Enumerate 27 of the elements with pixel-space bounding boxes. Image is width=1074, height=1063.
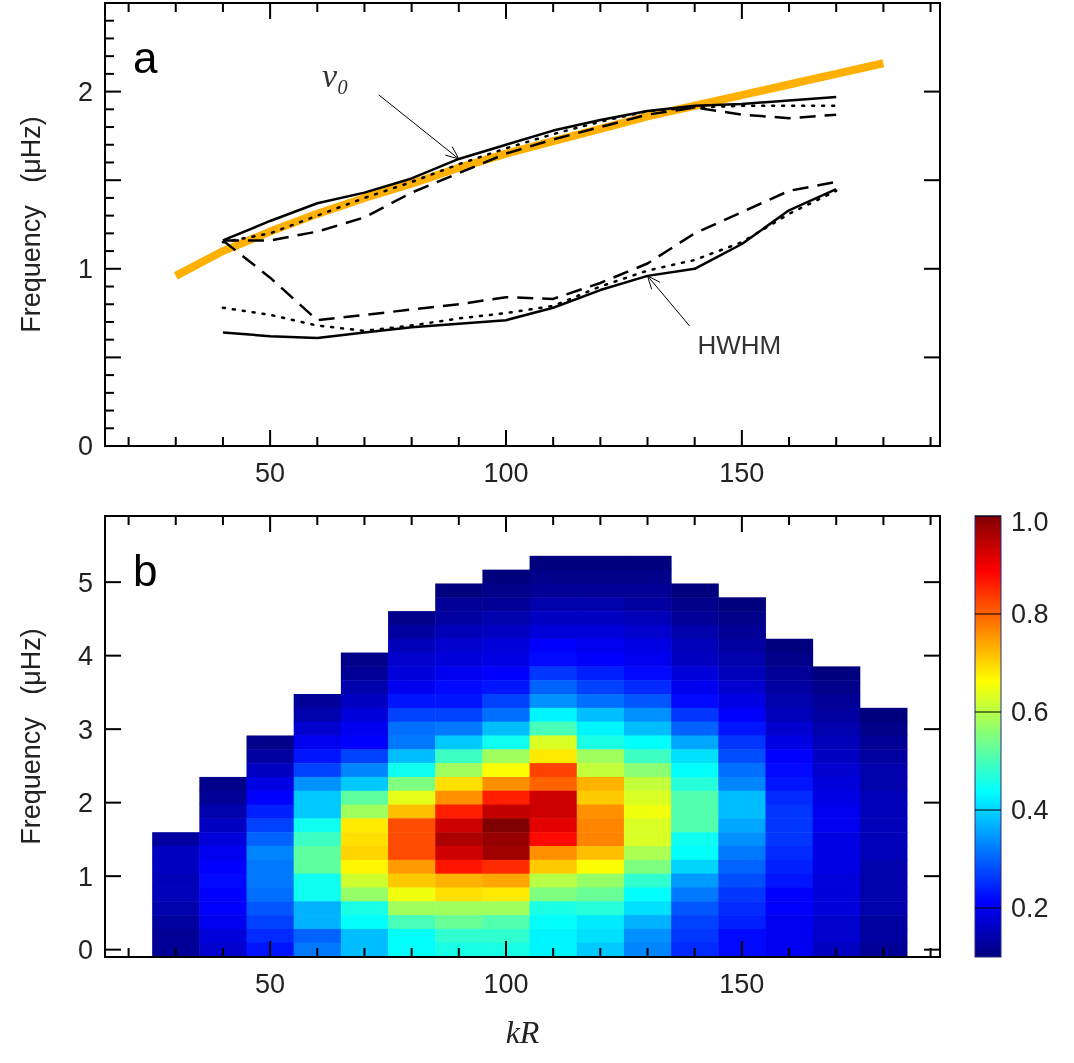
y-tick-label: 1 xyxy=(77,254,93,285)
y-tick-label: 4 xyxy=(77,641,93,672)
x-tick-label: 150 xyxy=(719,458,765,488)
x-tick-label: 50 xyxy=(255,458,286,488)
text: b xyxy=(133,546,158,595)
y-tick-label: 3 xyxy=(77,714,93,745)
y-tick-label: 0 xyxy=(77,935,93,966)
y-tick-label: 0 xyxy=(77,431,93,462)
y-tick-label: 1 xyxy=(77,861,93,892)
color-bar-label: 0.8 xyxy=(1011,599,1049,630)
color-bar-label: 0.6 xyxy=(1011,697,1049,728)
annotation: HWHM xyxy=(697,329,782,360)
y-tick-label: 5 xyxy=(77,567,93,598)
y-axis-title: Frequency (μHz) xyxy=(16,116,46,333)
color-bar-label: 1.0 xyxy=(1011,507,1049,538)
y-tick-label: 2 xyxy=(77,77,93,108)
color-bar-label: 0.2 xyxy=(1011,893,1049,924)
color-bar-label: 0.4 xyxy=(1011,795,1049,826)
x-tick-label: 50 xyxy=(255,969,286,999)
x-tick-label: 150 xyxy=(719,969,765,999)
y-tick-label: 2 xyxy=(77,788,93,819)
y-axis-title: Frequency (μHz) xyxy=(16,628,46,845)
x-axis-title: kR xyxy=(505,1014,540,1050)
text: a xyxy=(133,33,158,82)
annotation: ν₀ xyxy=(321,56,349,94)
x-tick-label: 100 xyxy=(483,969,529,999)
x-tick-label: 100 xyxy=(483,458,529,488)
